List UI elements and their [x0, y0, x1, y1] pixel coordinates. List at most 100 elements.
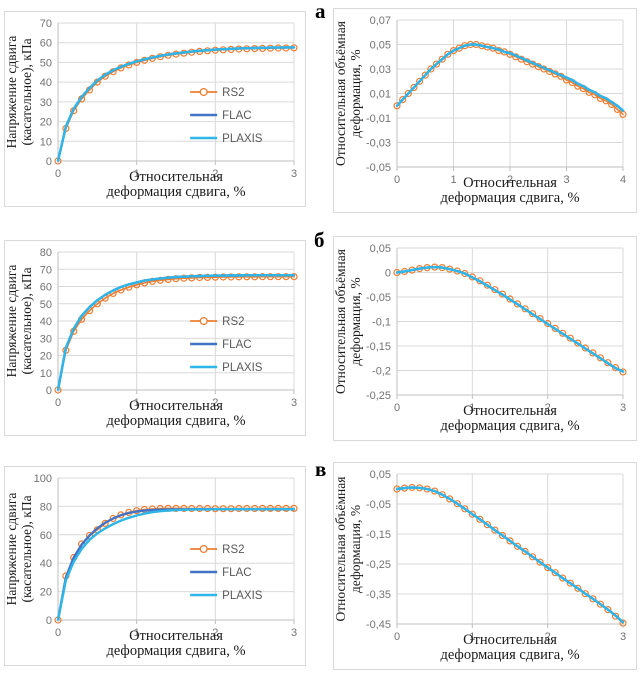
x-tick-label: 0 [55, 397, 61, 409]
series-rs2-marker [574, 339, 582, 347]
legend-label-flac: FLAC [222, 110, 251, 122]
x-tick-label: 2 [212, 627, 218, 639]
y-tick-label: -0,05 [366, 292, 391, 304]
series-rs2-marker [476, 515, 484, 523]
y-axis-title-line2: деформация, % [348, 49, 363, 137]
chart-volumetric-strain-a: 0 1 2 3 4 0,07 0,05 0,03 0,01 -0,01 -0,03 -0,05 Отно… [333, 8, 637, 213]
y-tick-label: -0,03 [366, 138, 391, 150]
series-plaxis-line [395, 486, 625, 624]
series-rs2-marker [282, 273, 290, 281]
legend-marker-rs2 [199, 316, 208, 326]
series-rs2-marker [551, 569, 559, 577]
series-plaxis-line [56, 274, 296, 392]
series-rs2-marker [596, 354, 604, 362]
y-tick-label: 20 [40, 117, 52, 129]
y-axis-title-line1: Относительная объёмная [333, 21, 348, 166]
x-axis-title-line1: Относительная [463, 632, 557, 648]
series-rs2-marker [589, 349, 597, 357]
x-axis-title-line1: Относительная [463, 175, 557, 191]
y-tick-label: -0,35 [366, 589, 391, 601]
legend: RS2 FLAC PLAXIS [190, 87, 263, 145]
y-tick-label: 70 [40, 264, 52, 276]
y-tick-label: 0,03 [370, 64, 391, 76]
y-axis-title-line1: Напряжение сдвига [4, 265, 19, 378]
y-tick-label: 20 [40, 351, 52, 363]
x-tick-label: 1 [450, 174, 456, 186]
panel-border [4, 466, 306, 666]
series-rs2-marker [513, 300, 522, 308]
y-tick-label: 50 [40, 57, 52, 69]
x-axis-title-line1: Относительная [129, 628, 223, 644]
x-tick-label: 3 [291, 168, 297, 180]
x-axis-title-line2: деформация сдвига, % [106, 184, 245, 200]
panel-border [333, 8, 637, 213]
series-rs2-marker [483, 521, 491, 529]
x-axis-title-line1: Относительная [463, 403, 557, 419]
series-rs2-marker [551, 324, 559, 333]
series-rs2-marker [393, 102, 401, 110]
series-rs2-marker [219, 273, 227, 281]
y-tick-label: 10 [40, 136, 52, 148]
x-tick-label: 1 [134, 627, 140, 639]
series-plaxis-line [56, 46, 296, 163]
series-rs2-marker [513, 542, 522, 550]
y-tick-label: 0,05 [370, 243, 391, 255]
chart-volumetric-strain-v: 0 1 2 3 0,05 -0,05 -0,15 -0,25 -0,35 -0,45 Относит… [333, 462, 637, 670]
series-rs2-marker [596, 600, 604, 608]
series-rs2-marker [258, 273, 267, 281]
y-tick-label: 70 [40, 18, 52, 30]
legend-label-rs2: RS2 [222, 544, 244, 556]
y-tick-label: -0,45 [366, 619, 391, 631]
series-rs2-marker [559, 329, 567, 337]
x-tick-label: 2 [545, 402, 551, 414]
panel-label-a: а [315, 0, 326, 23]
legend: RS2 FLAC PLAXIS [190, 316, 263, 374]
y-tick-label: -0,25 [366, 390, 391, 402]
y-axis-title-line1: Напряжение сдвига [4, 493, 19, 606]
x-tick-label: 0 [394, 402, 400, 414]
x-tick-label: 0 [55, 168, 61, 180]
series-plaxis-line [395, 43, 625, 112]
series-plaxis-line [56, 508, 296, 622]
y-tick-label: 60 [40, 282, 52, 294]
y-tick-label: 80 [40, 501, 52, 513]
series-rs2-marker [196, 273, 204, 282]
series-rs2-marker [243, 273, 251, 281]
y-tick-label: -0,2 [372, 366, 391, 378]
series-rs2-marker [566, 334, 574, 342]
series-rs2-marker [251, 273, 259, 281]
x-axis-title-line1: Относительная [129, 398, 223, 414]
y-tick-label: -0,25 [366, 559, 391, 571]
series-rs2-marker [536, 314, 544, 323]
y-axis-title-line1: Относительная объёмная [333, 249, 348, 394]
series-rs2-marker [529, 553, 537, 561]
x-tick-label: 2 [212, 168, 218, 180]
series-rs2-marker [235, 273, 243, 281]
y-axis-title-line1: Напряжение сдвига [4, 36, 19, 149]
x-tick-label: 2 [545, 631, 551, 643]
legend-marker-rs2 [199, 544, 208, 554]
series-rs2-marker [529, 310, 537, 318]
panel-border [333, 236, 637, 441]
x-tick-label: 0 [394, 631, 400, 643]
series-rs2-marker [421, 71, 429, 79]
series-rs2-marker [544, 319, 552, 328]
series-rs2-marker [211, 273, 219, 281]
legend-label-plaxis: PLAXIS [222, 362, 263, 374]
y-axis-title-line1: Относительная объёмная [333, 477, 348, 622]
series-rs2-marker [544, 563, 552, 572]
y-axis-title-line2: (касательное), кПа [19, 267, 34, 374]
y-tick-label: 40 [40, 558, 52, 570]
series-rs2-marker [172, 275, 180, 283]
x-tick-label: 3 [291, 627, 297, 639]
series-rs2-line [57, 275, 295, 391]
series-rs2-marker [604, 606, 612, 614]
y-tick-label: 0 [46, 385, 52, 397]
y-tick-label: 0 [46, 615, 52, 627]
y-tick-label: 0,01 [370, 89, 391, 101]
panel-label-b: б [314, 228, 325, 252]
series-rs2-marker [404, 89, 412, 98]
series-rs2-marker [559, 574, 567, 582]
series-rs2-marker [491, 526, 499, 534]
